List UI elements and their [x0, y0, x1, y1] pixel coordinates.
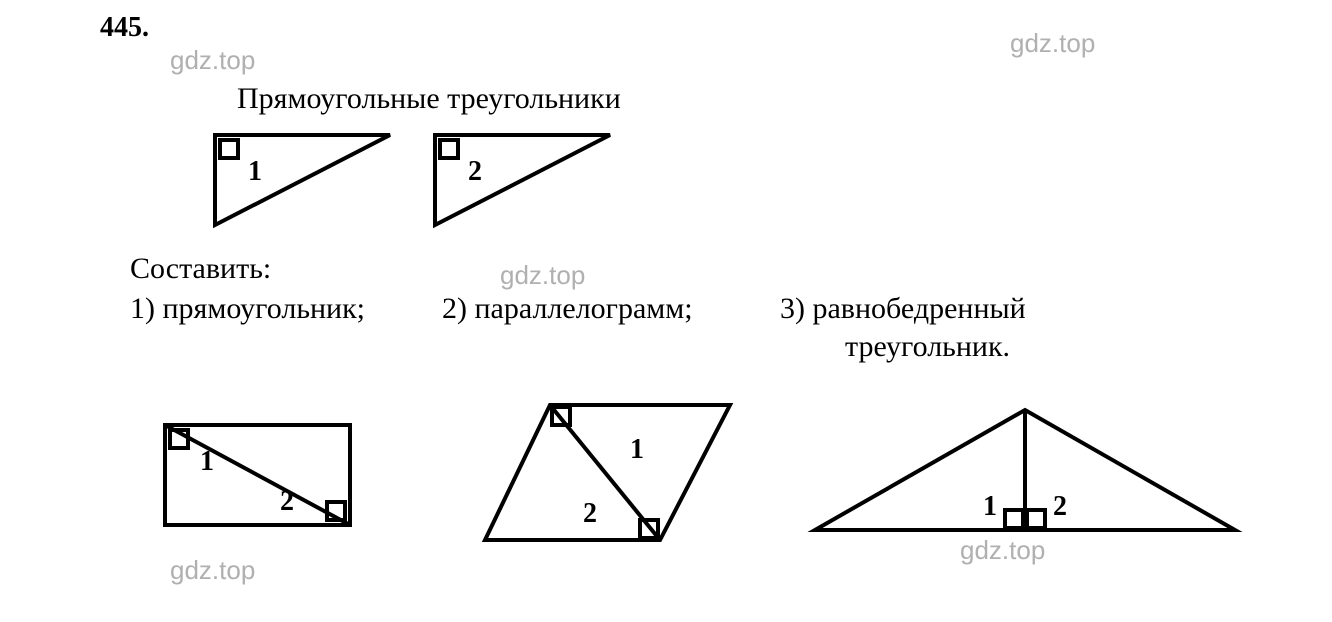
- answer-isosceles: 1 2: [805, 400, 1250, 545]
- watermark-top-right: gdz.top: [1010, 28, 1095, 59]
- svg-text:1: 1: [200, 446, 214, 477]
- page-title: Прямоугольные треугольники: [237, 82, 621, 116]
- problem-number: 445.: [100, 12, 149, 44]
- subtitle-label: Составить:: [130, 252, 271, 286]
- svg-text:1: 1: [983, 491, 997, 522]
- watermark-top-left: gdz.top: [170, 45, 255, 76]
- option-3-line1: 3) равнобедренный: [780, 292, 1026, 326]
- option-2: 2) параллелограмм;: [442, 292, 693, 326]
- triangle-2: 2: [425, 125, 625, 240]
- watermark-bottom-left: gdz.top: [170, 555, 255, 586]
- svg-text:2: 2: [280, 486, 294, 517]
- triangle-1: 1: [205, 125, 405, 240]
- answer-parallelogram: 1 2: [475, 395, 745, 555]
- svg-text:2: 2: [583, 498, 597, 529]
- svg-text:2: 2: [468, 156, 482, 187]
- option-3-line2: треугольник.: [845, 330, 1010, 364]
- svg-text:1: 1: [248, 156, 262, 187]
- svg-text:1: 1: [630, 434, 644, 465]
- watermark-middle: gdz.top: [500, 260, 585, 291]
- option-1: 1) прямоугольник;: [130, 292, 365, 326]
- answer-rectangle: 1 2: [155, 415, 365, 540]
- svg-text:2: 2: [1053, 491, 1067, 522]
